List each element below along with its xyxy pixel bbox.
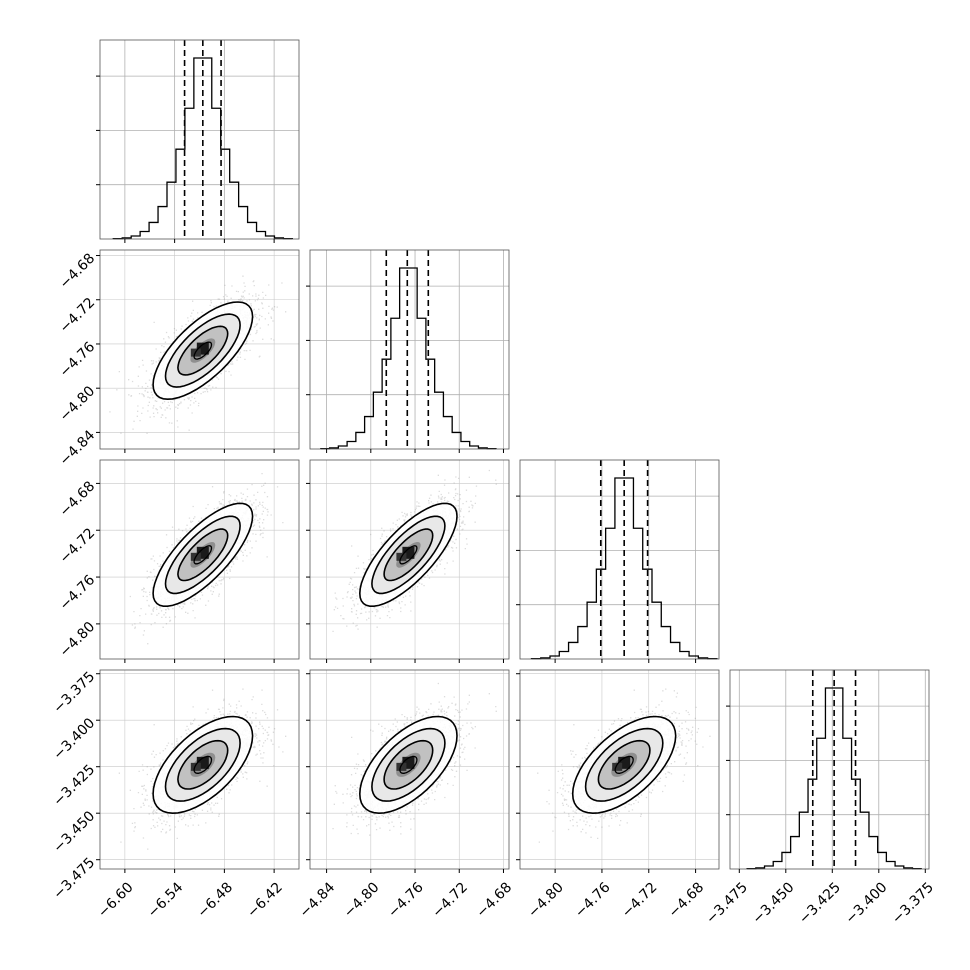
panel-frame — [729, 669, 930, 870]
y-tick-label: −3.375 — [50, 669, 98, 717]
panel-frame — [99, 249, 300, 450]
x-tick-label: −4.72 — [619, 879, 661, 921]
density-core — [612, 762, 623, 771]
contour-line — [383, 739, 434, 790]
histogram-step-line — [746, 687, 922, 870]
contour-line — [358, 715, 458, 815]
panel-frame — [519, 669, 720, 870]
x-tick-label: −6.42 — [244, 879, 286, 921]
histogram-step-line — [320, 267, 497, 450]
x-tick-label: −6.60 — [95, 879, 137, 921]
contour-line — [358, 502, 458, 607]
panel-frame — [309, 669, 510, 870]
contour-line — [177, 325, 229, 376]
x-tick-label: −4.80 — [525, 879, 567, 921]
contour-line — [371, 727, 446, 802]
y-tick-label: −4.68 — [57, 478, 99, 520]
y-tick-label: −4.76 — [57, 339, 99, 381]
x-tick-label: −4.72 — [429, 879, 471, 921]
contour-line — [164, 515, 241, 595]
x-tick-label: −4.84 — [297, 879, 339, 921]
contour-line — [177, 528, 229, 582]
contour-line — [152, 301, 254, 401]
x-tick-label: −3.475 — [703, 879, 751, 927]
y-tick-label: −4.76 — [57, 572, 99, 614]
contour-line — [193, 341, 213, 360]
histogram-step-line — [530, 477, 718, 660]
histogram-panel-1 — [96, 39, 300, 243]
scatter-panel-2-1 — [96, 249, 300, 453]
x-tick-label: −6.48 — [194, 879, 236, 921]
contour-line — [152, 715, 254, 815]
x-tick-label: −6.54 — [145, 879, 187, 921]
panel-frame — [519, 459, 720, 660]
contour-line — [597, 739, 651, 790]
scatter-panel-3-1 — [96, 459, 300, 663]
contour-line — [371, 515, 446, 595]
x-tick-label: −4.68 — [666, 879, 708, 921]
y-tick-label: −3.475 — [50, 855, 98, 903]
histogram-step-line — [112, 57, 294, 240]
contour-line — [399, 545, 418, 565]
panel-frame — [309, 459, 510, 660]
y-tick-label: −4.68 — [57, 251, 99, 293]
y-tick-label: −4.80 — [57, 383, 99, 425]
x-tick-label: −4.76 — [385, 879, 427, 921]
panel-frame — [99, 39, 300, 240]
histogram-panel-3 — [516, 459, 720, 663]
contour-line — [584, 727, 664, 802]
contour-line — [193, 545, 213, 565]
y-tick-label: −4.72 — [57, 295, 99, 337]
y-tick-label: −3.450 — [50, 808, 98, 856]
x-tick-label: −3.400 — [843, 879, 891, 927]
scatter-panel-4-2 — [306, 669, 510, 873]
scatter-panel-4-3 — [516, 669, 720, 873]
panel-frame — [99, 459, 300, 660]
contour-line — [164, 727, 241, 802]
contour-line — [152, 502, 254, 607]
y-tick-label: −4.84 — [57, 427, 99, 469]
panel-frame — [309, 249, 510, 450]
y-tick-label: −3.425 — [50, 762, 98, 810]
panel-frame — [99, 669, 300, 870]
density-core — [190, 762, 201, 771]
histogram-panel-2 — [306, 249, 510, 453]
x-tick-label: −3.450 — [750, 879, 798, 927]
y-tick-label: −3.400 — [50, 715, 98, 763]
contour-line — [571, 715, 677, 815]
contour-line — [177, 739, 229, 790]
y-tick-label: −4.72 — [57, 525, 99, 567]
contour-line — [399, 755, 418, 774]
x-tick-label: −4.80 — [341, 879, 383, 921]
scatter-panel-4-1 — [96, 669, 300, 873]
contour-line — [193, 755, 213, 774]
scatter-panel-3-2 — [306, 459, 510, 663]
histogram-panel-4 — [726, 669, 930, 873]
x-tick-label: −3.375 — [889, 879, 937, 927]
contour-line — [164, 313, 241, 388]
contour-line — [383, 528, 434, 582]
y-tick-label: −4.80 — [57, 619, 99, 661]
contour-line — [614, 755, 634, 774]
x-tick-label: −4.68 — [474, 879, 516, 921]
x-tick-label: −4.76 — [572, 879, 614, 921]
x-tick-label: −3.425 — [796, 879, 844, 927]
density-core — [396, 762, 407, 771]
